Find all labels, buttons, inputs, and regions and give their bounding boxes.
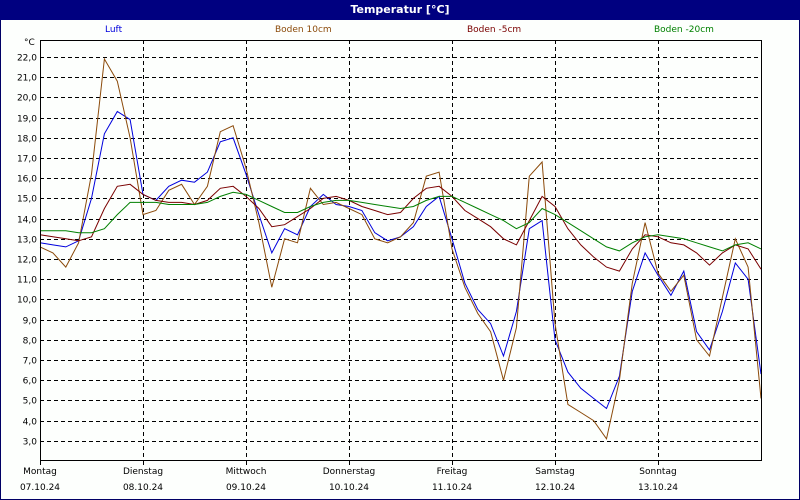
y-tick-label: 11,0 — [17, 276, 37, 286]
y-tick-label: 15,0 — [17, 195, 37, 205]
y-tick-label: 8,0 — [23, 337, 38, 347]
y-axis-unit: °C — [24, 38, 35, 48]
x-tick-date: 07.10.24 — [19, 483, 61, 493]
y-tick-label: 21,0 — [17, 74, 37, 84]
x-tick-day: Dienstag — [122, 467, 164, 477]
series-line — [39, 57, 762, 441]
y-tick-label: 16,0 — [17, 175, 37, 185]
x-tick-date: 13.10.24 — [637, 483, 679, 493]
y-tick-label: 13,0 — [17, 236, 37, 246]
legend-boden-5cm: Boden -5cm — [467, 25, 522, 35]
x-tick-date: 09.10.24 — [225, 483, 267, 493]
y-tick-label: 14,0 — [17, 216, 37, 226]
y-tick-label: 10,0 — [17, 296, 37, 306]
x-tick-day: Freitag — [436, 467, 468, 477]
legend-boden-20cm: Boden -20cm — [654, 25, 714, 35]
x-tick-day: Montag — [23, 467, 57, 477]
y-tick-label: 5,0 — [23, 397, 38, 407]
y-tick-label: 18,0 — [17, 135, 37, 145]
x-tick-date: 10.10.24 — [328, 483, 370, 493]
x-tick-day: Mittwoch — [225, 467, 267, 477]
y-tick-label: 7,0 — [23, 357, 38, 367]
y-tick-label: 4,0 — [23, 418, 38, 428]
y-tick-label: 17,0 — [17, 155, 37, 165]
window-title: Temperatur [°C] — [0, 0, 800, 20]
plot-border — [40, 40, 762, 461]
legend-boden-10cm: Boden 10cm — [275, 25, 332, 35]
legend-luft: Luft — [105, 25, 123, 35]
y-tick-label: 3,0 — [23, 438, 38, 448]
y-tick-label: 6,0 — [23, 377, 38, 387]
x-tick-day: Donnerstag — [322, 467, 376, 477]
y-tick-label: 12,0 — [17, 256, 37, 266]
y-tick-label: 20,0 — [17, 94, 37, 104]
x-tick-date: 08.10.24 — [122, 483, 164, 493]
y-tick-label: 19,0 — [17, 115, 37, 125]
x-tick-date: 12.10.24 — [534, 483, 576, 493]
series-line — [40, 191, 762, 252]
series-line — [39, 183, 762, 272]
y-tick-label: 9,0 — [23, 317, 38, 327]
x-tick-date: 11.10.24 — [431, 483, 473, 493]
x-tick-day: Sonntag — [639, 467, 677, 477]
y-tick-label: 22,0 — [17, 54, 37, 64]
x-tick-day: Samstag — [535, 467, 575, 477]
